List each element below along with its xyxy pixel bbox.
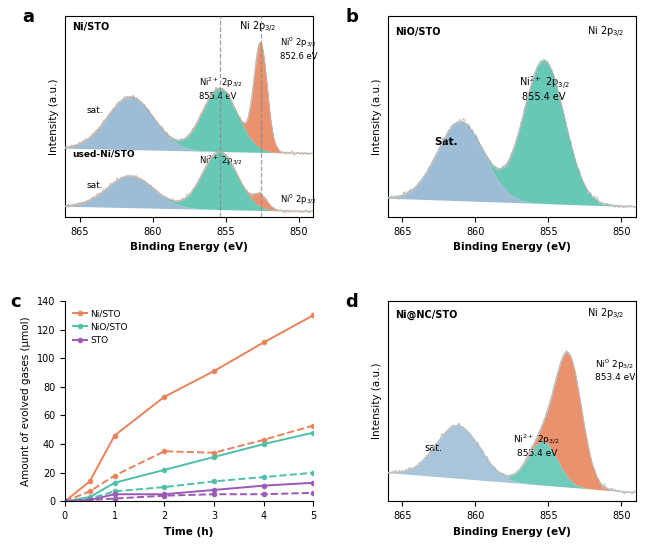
- Line: STO: STO: [62, 480, 315, 504]
- Ni/STO: [310, 312, 317, 319]
- Text: Ni$^{2+}$ 2p$_{3/2}$
855.4 eV: Ni$^{2+}$ 2p$_{3/2}$ 855.4 eV: [513, 433, 560, 458]
- Text: Ni$^{2+}$ 2p$_{3/2}$
855.4 eV: Ni$^{2+}$ 2p$_{3/2}$ 855.4 eV: [519, 74, 569, 102]
- Text: sat.: sat.: [424, 443, 442, 453]
- Text: sat.: sat.: [87, 106, 103, 116]
- STO: [310, 480, 317, 486]
- X-axis label: Binding Energy (eV): Binding Energy (eV): [453, 242, 571, 252]
- Text: sat.: sat.: [87, 181, 103, 190]
- Text: Ni 2p$_{3/2}$: Ni 2p$_{3/2}$: [587, 307, 624, 322]
- Ni/STO: [210, 368, 218, 374]
- NiO/STO: [86, 494, 93, 500]
- Text: Ni$^{0}$ 2p$_{3/2}$: Ni$^{0}$ 2p$_{3/2}$: [280, 193, 316, 207]
- Y-axis label: Intensity (a.u.): Intensity (a.u.): [49, 78, 59, 155]
- Line: Ni/STO: Ni/STO: [62, 313, 315, 504]
- Y-axis label: Intensity (a.u.): Intensity (a.u.): [372, 78, 382, 155]
- NiO/STO: [260, 441, 267, 447]
- Ni/STO: [160, 393, 168, 400]
- Y-axis label: Intensity (a.u.): Intensity (a.u.): [372, 363, 382, 439]
- Text: c: c: [10, 293, 21, 311]
- Line: NiO/STO: NiO/STO: [62, 430, 315, 504]
- STO: [260, 482, 267, 489]
- X-axis label: Binding Energy (eV): Binding Energy (eV): [453, 526, 571, 537]
- STO: [160, 491, 168, 498]
- Text: d: d: [345, 293, 358, 311]
- X-axis label: Time (h): Time (h): [164, 526, 214, 537]
- Text: a: a: [23, 8, 34, 26]
- Text: Ni 2p$_{3/2}$: Ni 2p$_{3/2}$: [239, 20, 276, 35]
- Text: Ni$^{2+}$ 2p$_{3/2}$
855.4 eV: Ni$^{2+}$ 2p$_{3/2}$ 855.4 eV: [199, 76, 243, 101]
- Ni/STO: [61, 498, 69, 505]
- Text: Ni@NC/STO: Ni@NC/STO: [395, 309, 458, 319]
- Text: Sat.: Sat.: [434, 137, 458, 147]
- NiO/STO: [210, 454, 218, 461]
- STO: [210, 487, 218, 493]
- Ni/STO: [86, 478, 93, 485]
- X-axis label: Binding Energy (eV): Binding Energy (eV): [130, 242, 248, 252]
- Ni/STO: [111, 432, 119, 439]
- Text: b: b: [345, 8, 358, 26]
- STO: [111, 491, 119, 498]
- Text: Ni$^{0}$ 2p$_{3/2}$
852.6 eV: Ni$^{0}$ 2p$_{3/2}$ 852.6 eV: [280, 36, 317, 60]
- NiO/STO: [160, 467, 168, 473]
- Text: Ni/STO: Ni/STO: [72, 22, 110, 32]
- Legend: Ni/STO, NiO/STO, STO: Ni/STO, NiO/STO, STO: [69, 306, 131, 349]
- NiO/STO: [61, 498, 69, 505]
- Y-axis label: Amount of evolved gases (μmol): Amount of evolved gases (μmol): [21, 316, 31, 486]
- NiO/STO: [310, 429, 317, 436]
- Text: used-Ni/STO: used-Ni/STO: [72, 150, 135, 159]
- NiO/STO: [111, 480, 119, 486]
- Text: Ni 2p$_{3/2}$: Ni 2p$_{3/2}$: [587, 25, 624, 40]
- Text: NiO/STO: NiO/STO: [395, 27, 441, 37]
- Text: Ni$^{0}$ 2p$_{3/2}$
853.4 eV: Ni$^{0}$ 2p$_{3/2}$ 853.4 eV: [595, 358, 635, 383]
- Ni/STO: [260, 339, 267, 346]
- STO: [86, 496, 93, 503]
- STO: [61, 498, 69, 505]
- Text: Ni$^{2+}$ 2p$_{3/2}$: Ni$^{2+}$ 2p$_{3/2}$: [199, 154, 243, 168]
